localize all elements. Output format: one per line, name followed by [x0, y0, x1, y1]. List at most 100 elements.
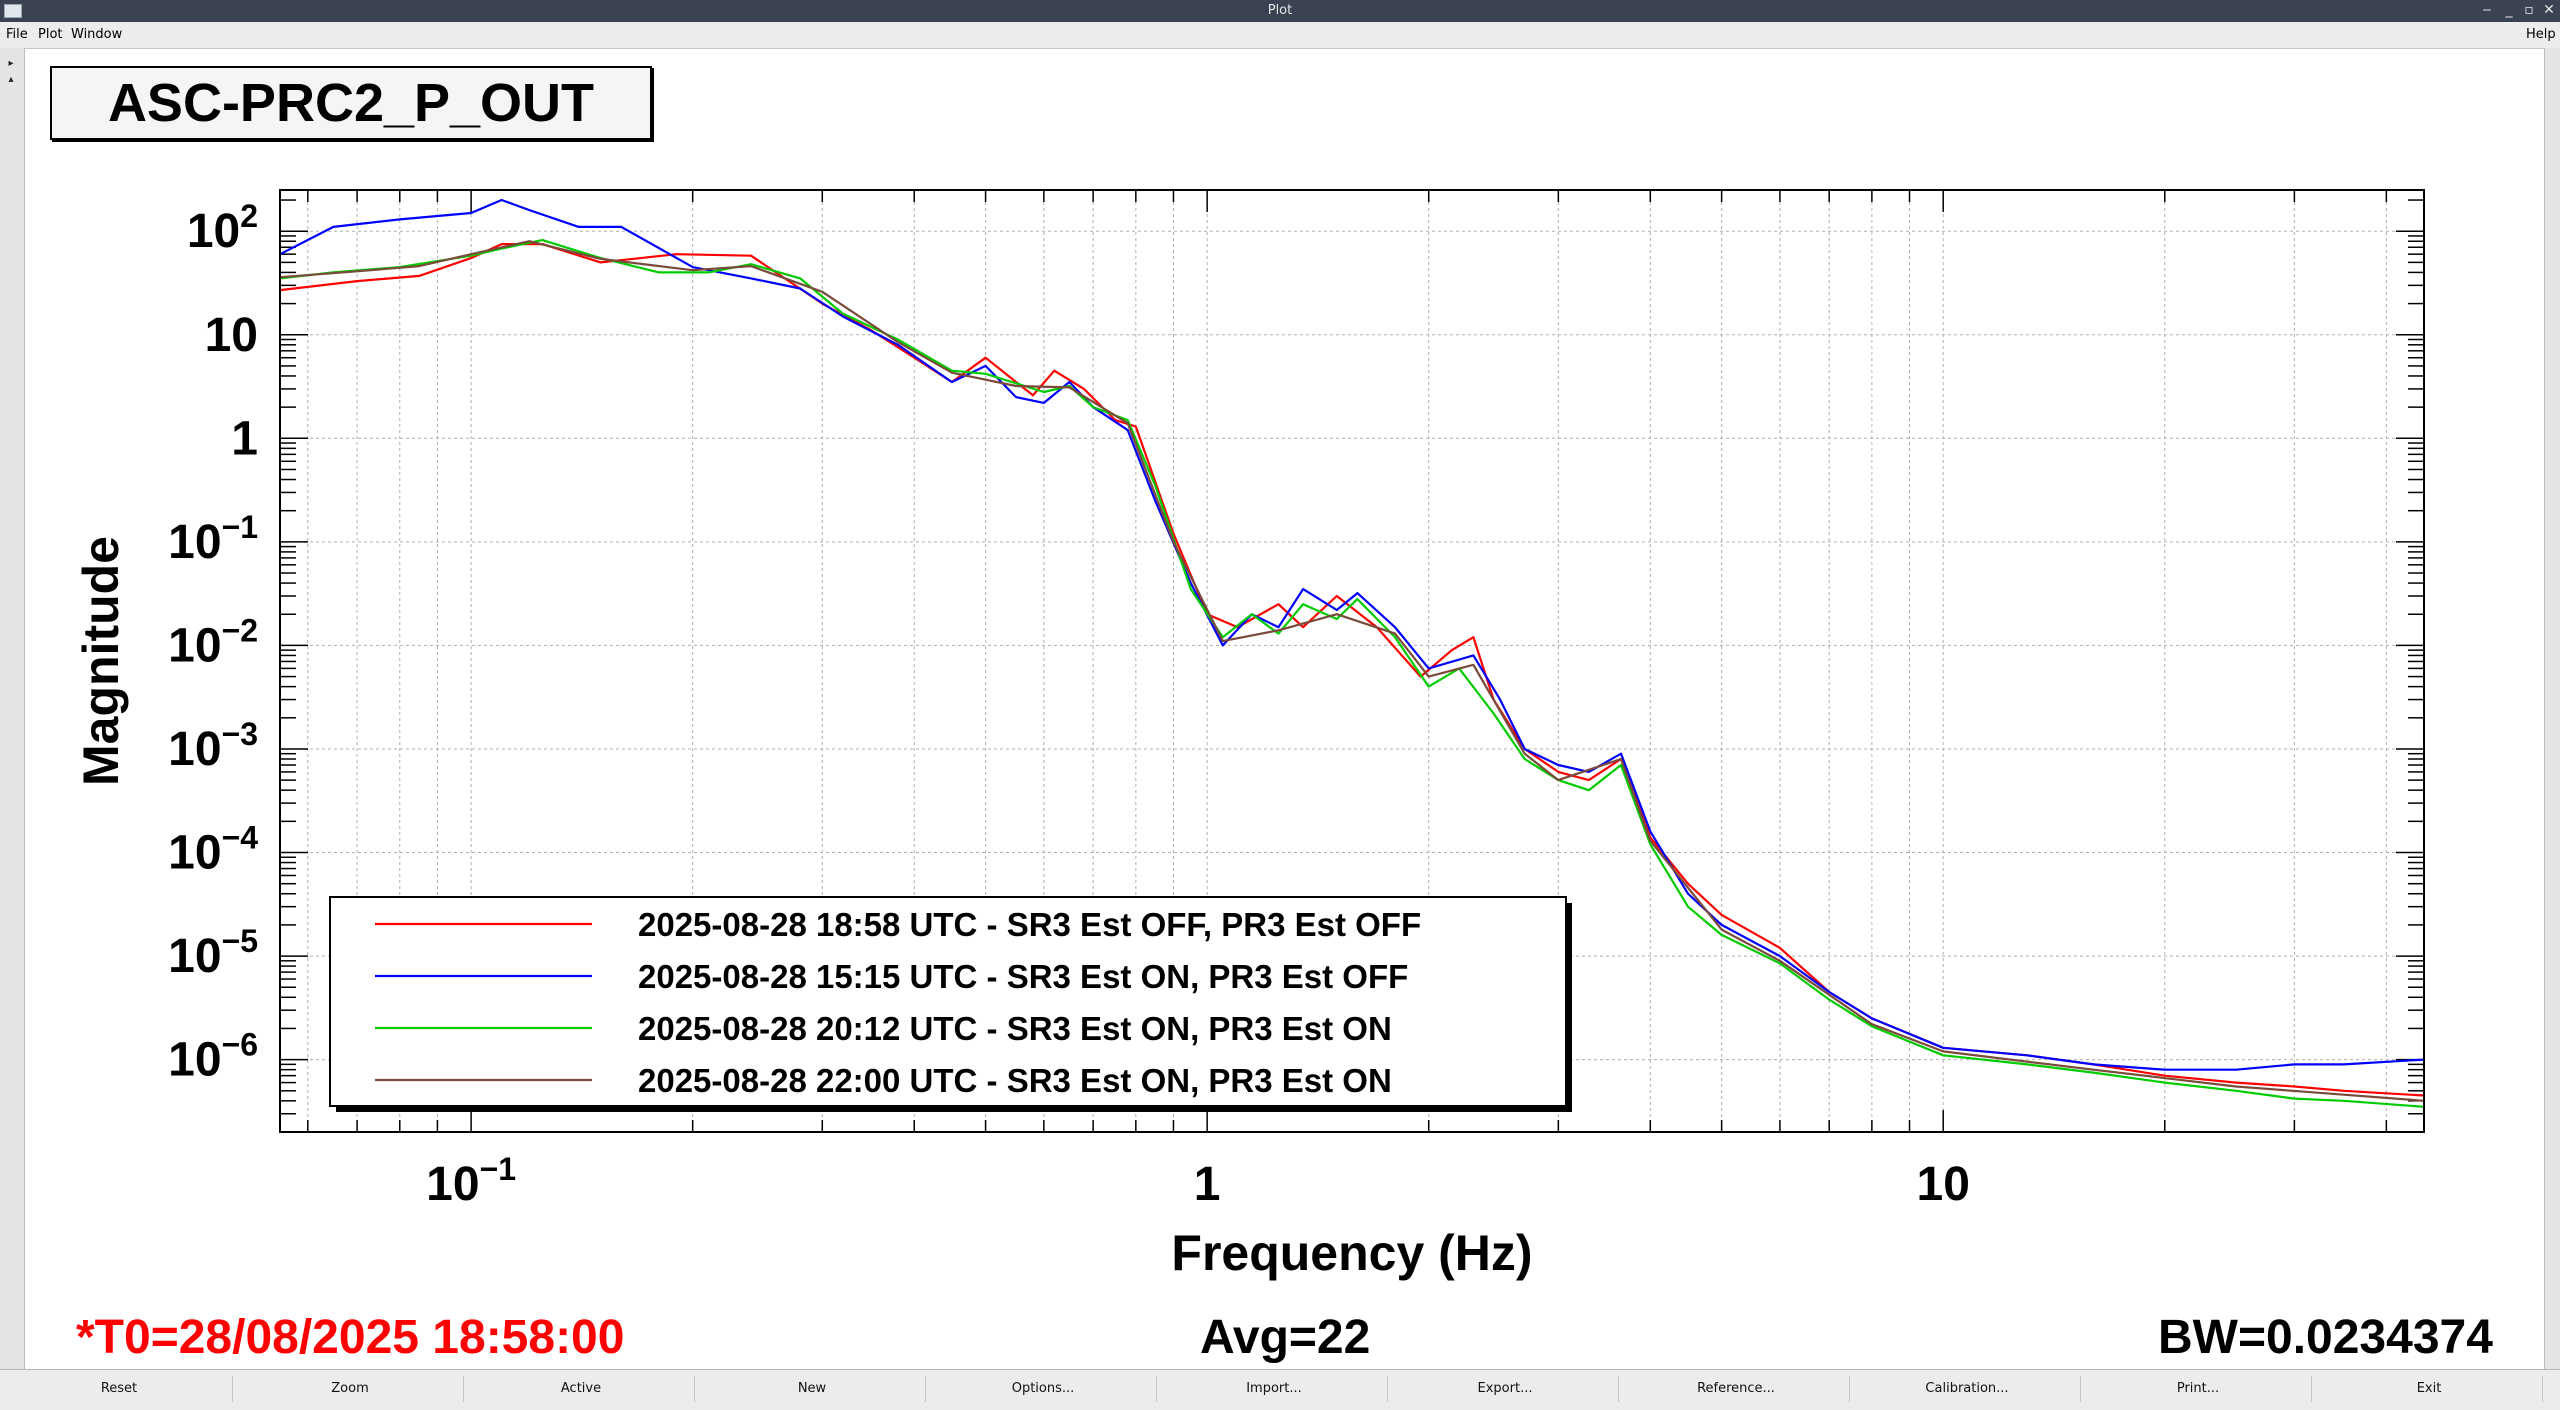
export-button[interactable]: Export...: [1392, 1376, 1619, 1402]
y-tick-label-base: 10: [168, 1034, 221, 1087]
minimize-icon[interactable]: _: [2505, 2, 2513, 18]
options-button[interactable]: Options...: [930, 1376, 1157, 1402]
y-tick-label-exp: −3: [222, 716, 258, 752]
data-point: [2092, 1063, 2095, 1066]
y-tick-label: 102: [187, 198, 258, 258]
data-point: [691, 266, 694, 268]
data-point: [399, 218, 401, 221]
data-point: [1154, 484, 1156, 487]
window-titlebar: Plot ‒ _ ▫ ✕: [0, 0, 2560, 22]
maximize-icon[interactable]: ▫: [2524, 2, 2534, 18]
print-button[interactable]: Print...: [2085, 1376, 2312, 1402]
menu-file[interactable]: File: [6, 27, 28, 42]
data-point: [1942, 1054, 1944, 1057]
data-point: [2026, 1063, 2028, 1066]
right-scroll-strip[interactable]: [2544, 48, 2560, 1369]
exit-button[interactable]: Exit: [2316, 1376, 2543, 1402]
data-point: [1092, 406, 1094, 408]
data-point: [1336, 609, 1338, 611]
data-point: [1083, 388, 1085, 390]
data-point: [2235, 1068, 2237, 1071]
close-icon[interactable]: ✕: [2543, 2, 2555, 18]
avg-readout: Avg=22: [1200, 1311, 1371, 1364]
data-point: [1649, 830, 1652, 833]
data-point: [1687, 882, 1689, 885]
data-point: [1068, 386, 1071, 389]
data-point: [1620, 764, 1622, 766]
data-point: [500, 199, 503, 201]
data-point: [675, 253, 678, 255]
data-point: [1394, 636, 1396, 638]
data-point: [1043, 391, 1045, 393]
menu-help[interactable]: Help: [2526, 27, 2556, 42]
data-point: [1720, 928, 1723, 931]
legend[interactable]: 2025-08-28 18:58 UTC - SR3 Est OFF, PR3 …: [329, 896, 1572, 1112]
x-tick-labels: 10−1 1 10: [426, 1151, 1970, 1211]
active-button[interactable]: Active: [468, 1376, 695, 1402]
data-point: [2293, 1097, 2296, 1100]
data-point: [1126, 429, 1129, 431]
data-point: [984, 373, 987, 375]
data-point: [1302, 626, 1304, 628]
data-point: [2342, 1063, 2345, 1066]
data-point: [1015, 385, 1017, 387]
expand-right-icon[interactable]: ▸: [8, 58, 14, 69]
plot-title: ASC-PRC2_P_OUT: [107, 73, 595, 133]
data-point: [2235, 1081, 2237, 1084]
data-point: [1942, 1050, 1944, 1053]
zoom-button[interactable]: Zoom: [237, 1376, 464, 1402]
data-point: [1472, 636, 1475, 638]
legend-label: 2025-08-28 20:12 UTC - SR3 Est ON, PR3 E…: [638, 1010, 1392, 1047]
data-point: [1620, 752, 1622, 755]
data-point: [1451, 649, 1453, 651]
data-point: [1302, 603, 1304, 605]
data-point: [1394, 632, 1396, 635]
calibration-button[interactable]: Calibration...: [1854, 1376, 2081, 1402]
data-point: [2164, 1068, 2166, 1071]
x-tick-label: 10: [1917, 1158, 1970, 1211]
data-point: [658, 271, 660, 274]
reset-button[interactable]: Reset: [6, 1376, 233, 1402]
y-tick-label-base: 10: [168, 516, 221, 569]
data-point: [2342, 1090, 2345, 1092]
data-point: [799, 277, 801, 280]
side-panel-toggle: ▸ ▴: [0, 48, 25, 1369]
data-point: [1720, 924, 1723, 926]
data-point: [1472, 654, 1475, 657]
data-point: [528, 209, 531, 211]
menu-plot[interactable]: Plot: [38, 27, 63, 42]
data-point: [1557, 771, 1560, 773]
collapse-up-icon[interactable]: ▴: [8, 74, 14, 85]
data-point: [1523, 748, 1526, 750]
collapse-icon[interactable]: ‒: [2482, 2, 2492, 18]
data-point: [1557, 764, 1560, 766]
x-tick-label-base: 10: [1917, 1158, 1970, 1211]
data-point: [1277, 632, 1280, 635]
import-button[interactable]: Import...: [1161, 1376, 1388, 1402]
y-tick-label-base: 10: [168, 930, 221, 983]
data-point: [897, 341, 899, 343]
data-point: [707, 271, 710, 274]
data-point: [1427, 675, 1430, 678]
series-lines: [280, 198, 2424, 1108]
data-point: [356, 270, 358, 273]
data-point: [1649, 843, 1652, 846]
data-point: [1277, 626, 1280, 628]
data-point: [332, 226, 335, 228]
new-button[interactable]: New: [699, 1376, 926, 1402]
y-tick-label: 10−2: [168, 612, 258, 672]
data-point: [1251, 613, 1253, 615]
series-line-4: [280, 240, 2424, 1102]
data-point: [1779, 947, 1781, 949]
data-point: [1427, 685, 1430, 688]
reference-button[interactable]: Reference...: [1623, 1376, 1850, 1402]
y-tick-label-base: 10: [168, 827, 221, 880]
data-point: [1720, 914, 1723, 916]
data-point: [470, 212, 472, 214]
app-icon: [4, 4, 22, 18]
data-point: [1492, 712, 1495, 715]
menu-window[interactable]: Window: [71, 27, 123, 42]
data-point: [1871, 1023, 1873, 1025]
